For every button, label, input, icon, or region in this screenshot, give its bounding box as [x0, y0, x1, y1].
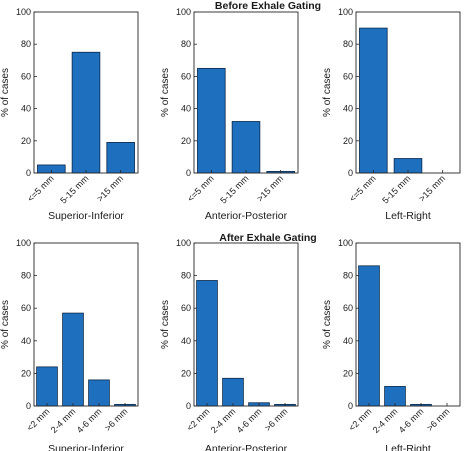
y-tick-label: 0: [26, 401, 31, 411]
axes-frame: [193, 242, 299, 407]
row-title-after: After Exhale Gating: [219, 232, 316, 244]
x-axis-label: Superior-Inferior: [48, 210, 124, 222]
y-tick-label: 0: [26, 168, 31, 178]
y-tick-label: 20: [343, 136, 353, 146]
bar: [197, 67, 226, 174]
y-tick-label: 60: [181, 71, 191, 81]
y-tick-label: 60: [21, 303, 31, 313]
bar: [36, 366, 58, 407]
y-tick-label: 40: [181, 336, 191, 346]
y-axis-label: % of cases: [160, 68, 171, 117]
y-tick-label: 20: [343, 368, 353, 378]
y-tick-label: 40: [21, 336, 31, 346]
y-axis-label: % of cases: [0, 300, 11, 349]
x-axis-label: Left-Right: [385, 210, 431, 222]
y-tick-label: 20: [21, 136, 31, 146]
row-title-before: Before Exhale Gating: [215, 0, 321, 12]
y-tick-label: 60: [181, 303, 191, 313]
bar: [62, 312, 84, 407]
y-tick-label: 0: [348, 401, 353, 411]
y-tick-label: 100: [338, 7, 353, 17]
bar: [196, 280, 218, 407]
bar: [359, 27, 388, 174]
bar: [88, 379, 110, 407]
x-axis-label: Superior-Inferior: [48, 443, 124, 451]
y-tick-label: 0: [348, 168, 353, 178]
y-tick-label: 60: [343, 303, 353, 313]
y-tick-label: 0: [186, 168, 191, 178]
y-tick-label: 80: [181, 39, 191, 49]
axes-frame: [33, 242, 139, 407]
y-tick-label: 100: [176, 7, 191, 17]
bar: [358, 265, 380, 407]
x-axis-label: Anterior-Posterior: [205, 443, 288, 451]
x-axis-label: Anterior-Posterior: [205, 210, 288, 222]
y-tick-label: 40: [21, 104, 31, 114]
bar: [106, 142, 135, 174]
y-tick-label: 80: [343, 39, 353, 49]
y-tick-label: 80: [181, 271, 191, 281]
y-tick-label: 100: [16, 7, 31, 17]
axes-frame: [355, 242, 461, 407]
y-tick-label: 60: [21, 71, 31, 81]
y-tick-label: 40: [181, 104, 191, 114]
y-tick-label: 80: [21, 39, 31, 49]
y-tick-label: 40: [343, 336, 353, 346]
y-axis-label: % of cases: [160, 300, 171, 349]
y-tick-label: 60: [343, 71, 353, 81]
y-tick-label: 80: [21, 271, 31, 281]
y-tick-label: 0: [186, 401, 191, 411]
y-axis-label: % of cases: [322, 68, 333, 117]
y-axis-label: % of cases: [322, 300, 333, 349]
y-tick-label: 100: [16, 238, 31, 248]
y-tick-label: 100: [338, 238, 353, 248]
y-axis-label: % of cases: [0, 68, 11, 117]
y-tick-label: 20: [181, 368, 191, 378]
bar: [222, 377, 244, 407]
y-tick-label: 100: [176, 238, 191, 248]
y-tick-label: 20: [181, 136, 191, 146]
y-tick-label: 20: [21, 368, 31, 378]
y-tick-label: 80: [343, 271, 353, 281]
bar: [231, 121, 261, 174]
y-tick-label: 40: [343, 104, 353, 114]
bar: [71, 51, 101, 174]
x-axis-label: Left-Right: [385, 443, 431, 451]
